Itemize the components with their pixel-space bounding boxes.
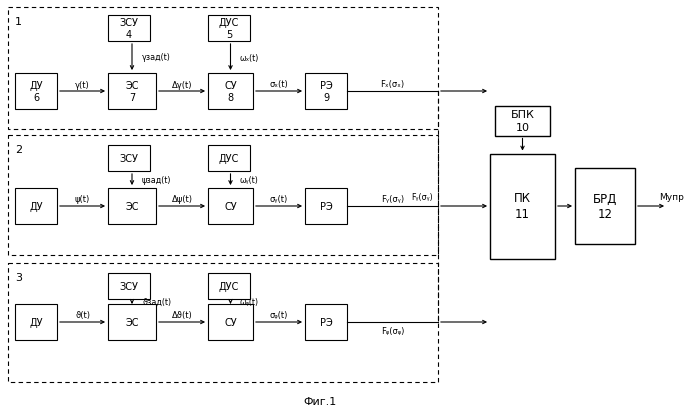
Bar (208, 189, 253, 225)
Bar (15, 304, 57, 340)
Text: Fᵩ(σᵩ): Fᵩ(σᵩ) (381, 327, 404, 336)
Bar (15, 74, 57, 110)
Text: γ(t): γ(t) (75, 80, 90, 89)
Text: ДУ: ДУ (29, 317, 43, 327)
Bar (108, 304, 156, 340)
Bar (108, 273, 150, 299)
Text: РЭ
9: РЭ 9 (320, 81, 332, 103)
Bar (495, 106, 550, 136)
Bar (305, 74, 347, 110)
Text: γзад(t): γзад(t) (142, 53, 171, 62)
Text: ДУ: ДУ (29, 202, 43, 211)
Bar (108, 146, 150, 172)
Bar (208, 146, 250, 172)
Text: 2: 2 (15, 145, 22, 155)
Text: РЭ: РЭ (320, 317, 332, 327)
Bar (108, 74, 156, 110)
Text: Мупр: Мупр (659, 193, 684, 202)
Bar (575, 169, 635, 245)
Text: σᵩ(t): σᵩ(t) (270, 311, 288, 320)
Text: 1: 1 (15, 17, 22, 27)
Text: ψзад(t): ψзад(t) (142, 175, 172, 184)
Text: Fᵧ(σᵧ): Fᵧ(σᵧ) (411, 193, 433, 202)
Text: ЗСУ
4: ЗСУ 4 (120, 18, 139, 40)
Text: ωₓ(t): ωₓ(t) (239, 53, 259, 62)
Text: ЭС: ЭС (125, 317, 139, 327)
Bar (15, 189, 57, 225)
Text: ДУС: ДУС (219, 281, 239, 291)
Bar (305, 189, 347, 225)
Text: ЭС
7: ЭС 7 (125, 81, 139, 103)
Text: Фиг.1: Фиг.1 (303, 396, 337, 406)
Bar (490, 154, 555, 259)
Text: ЗСУ: ЗСУ (120, 154, 139, 164)
Text: σᵧ(t): σᵧ(t) (270, 195, 288, 204)
Bar (8, 8, 438, 130)
Bar (305, 304, 347, 340)
Bar (108, 16, 150, 42)
Bar (208, 273, 250, 299)
Text: СУ: СУ (224, 317, 237, 327)
Text: 3: 3 (15, 272, 22, 282)
Bar (208, 304, 253, 340)
Text: Δγ(t): Δγ(t) (172, 80, 193, 89)
Text: БРД
12: БРД 12 (593, 192, 617, 221)
Text: БПК
10: БПК 10 (510, 110, 534, 133)
Text: σₓ(t): σₓ(t) (270, 80, 288, 89)
Text: РЭ: РЭ (320, 202, 332, 211)
Bar (108, 189, 156, 225)
Text: ψ(t): ψ(t) (75, 195, 90, 204)
Bar (208, 16, 250, 42)
Text: ЗСУ: ЗСУ (120, 281, 139, 291)
Bar (208, 74, 253, 110)
Text: Fᵧ(σᵧ): Fᵧ(σᵧ) (381, 195, 404, 204)
Text: СУ
8: СУ 8 (224, 81, 237, 103)
Text: ДУС: ДУС (219, 154, 239, 164)
Text: ωᵧ(t): ωᵧ(t) (239, 175, 258, 184)
Text: Δψ(t): Δψ(t) (172, 195, 193, 204)
Text: Δϑ(t): Δϑ(t) (172, 311, 193, 320)
Text: ДУ
6: ДУ 6 (29, 81, 43, 103)
Text: ЭС: ЭС (125, 202, 139, 211)
Bar (8, 136, 438, 255)
Text: ωᵩ(t): ωᵩ(t) (239, 297, 258, 306)
Text: ДУС
5: ДУС 5 (219, 18, 239, 40)
Text: ПК
11: ПК 11 (514, 192, 531, 221)
Text: ϑ(t): ϑ(t) (75, 311, 90, 320)
Text: СУ: СУ (224, 202, 237, 211)
Text: Fₓ(σₓ): Fₓ(σₓ) (380, 80, 405, 89)
Text: ϑзад(t): ϑзад(t) (142, 297, 171, 306)
Bar (8, 263, 438, 382)
